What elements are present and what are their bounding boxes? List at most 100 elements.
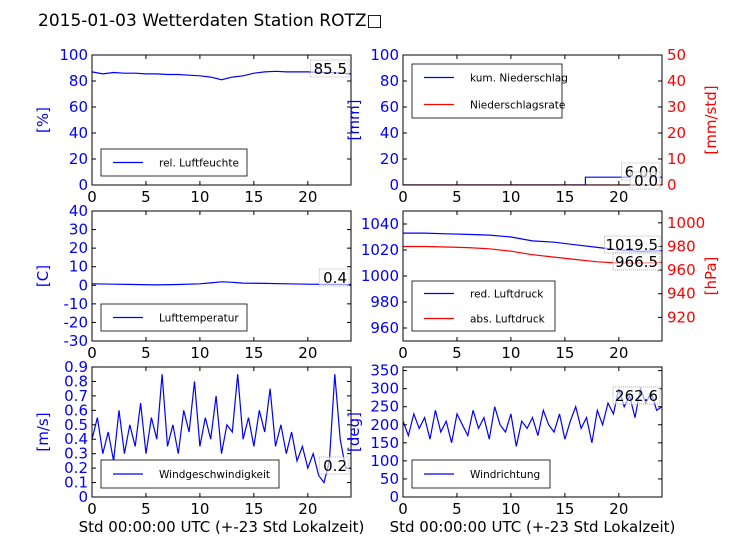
- y-tick-label: 20: [69, 239, 88, 257]
- x-tick-label: 10: [501, 344, 520, 362]
- y-tick-label: 150: [370, 434, 399, 452]
- annotation-box: [612, 386, 661, 405]
- x-tick-label: 0: [87, 500, 97, 518]
- x-tick-label: 15: [555, 188, 574, 206]
- y-tick-label: 0: [389, 488, 399, 506]
- x-tick-label: 15: [555, 344, 574, 362]
- legend-frame: [411, 63, 563, 119]
- x-tick-label: 15: [244, 500, 263, 518]
- y-tick-label: 0.9: [64, 358, 88, 376]
- panel-humidity: 0 5 10 15 20 0 20 40 60 80 100 [%] rel. Luftfeuchte 8…: [34, 46, 352, 206]
- y-right-tick-label: 30: [667, 98, 686, 116]
- y-right-tick-label: 960: [667, 261, 696, 279]
- y-tick-label: 100: [370, 452, 399, 470]
- series-line-windspeed-0: [92, 374, 351, 484]
- x-tick-label: 20: [609, 188, 628, 206]
- legend-humidity: rel. Luftfeuchte: [100, 148, 248, 177]
- annotation-winddirection-0: 262.6: [612, 386, 661, 405]
- annotation-humidity-0: 85.5: [310, 59, 350, 78]
- y-axis-label: [mm]: [345, 100, 363, 141]
- x-tick-label: 0: [398, 188, 408, 206]
- y-right-axis-label: [mm/std]: [702, 85, 720, 154]
- plot-frame: [91, 210, 352, 342]
- annotation-value: 85.5: [314, 60, 347, 78]
- y-axis-label: [deg]: [345, 412, 363, 452]
- y-tick-label: 0.8: [64, 372, 88, 390]
- y-tick-label: 60: [69, 98, 88, 116]
- y-tick-label: 980: [370, 293, 399, 311]
- x-tick-label: 20: [609, 344, 628, 362]
- legend-winddirection: Windrichtung: [411, 459, 551, 489]
- y-tick-label: 0.2: [64, 459, 88, 477]
- series-line-humidity-0: [92, 70, 351, 81]
- annotation-box: [318, 268, 350, 287]
- annotation-pressure-0: 1019.5: [604, 235, 661, 254]
- annotation-value: 0.4: [323, 269, 347, 287]
- x-axis-label: Std 00:00:00 UTC (+-23 Std Lokalzeit): [390, 518, 676, 536]
- y-tick-label: 100: [59, 46, 88, 64]
- annotation-value: 0.2: [323, 457, 347, 475]
- annotation-box: [629, 171, 661, 190]
- x-tick-label: 20: [609, 500, 628, 518]
- annotation-box: [318, 456, 350, 475]
- legend-label: abs. Luftdruck: [470, 314, 546, 326]
- legend-pressure: red. Luftdruck abs. Luftdruck: [411, 280, 556, 332]
- y-tick-label: 1000: [361, 267, 399, 285]
- annotation-value: 1019.5: [606, 236, 659, 254]
- legend-label: red. Luftdruck: [470, 289, 544, 301]
- y-tick-label: 1040: [361, 215, 399, 233]
- y-axis-label: [%]: [34, 107, 52, 133]
- y-tick-label: 0: [78, 176, 88, 194]
- y-tick-label: -20: [64, 313, 89, 331]
- y-tick-label: 960: [370, 319, 399, 337]
- plot-frame: [402, 366, 663, 498]
- y-tick-label: 60: [380, 98, 399, 116]
- panel-windspeed: 0 5 10 15 2000.10.20.30.40.50.60.70.80.9[m/s…: [34, 358, 364, 536]
- y-right-tick-label: 10: [667, 150, 686, 168]
- y-tick-label: -10: [64, 295, 89, 313]
- x-tick-label: 10: [190, 344, 209, 362]
- legend-label: Windrichtung: [470, 469, 540, 481]
- y-right-tick-label: 50: [667, 46, 686, 64]
- x-tick-label: 5: [141, 500, 151, 518]
- legend-windspeed: Windgeschwindigkeit: [100, 459, 280, 489]
- legend-label: rel. Luftfeuchte: [159, 158, 239, 170]
- x-tick-label: 20: [298, 500, 317, 518]
- y-tick-label: 1020: [361, 241, 399, 259]
- legend-temperature: Lufttemperatur: [100, 303, 248, 332]
- x-tick-label: 20: [298, 344, 317, 362]
- y-right-axis-label: [hPa]: [702, 257, 720, 296]
- y-tick-label: 250: [370, 398, 399, 416]
- y-right-tick-label: 980: [667, 237, 696, 255]
- x-tick-label: 15: [244, 344, 263, 362]
- y-tick-label: 0.3: [64, 445, 88, 463]
- y-tick-label: 0: [78, 276, 88, 294]
- y-tick-label: 200: [370, 416, 399, 434]
- y-right-tick-label: 940: [667, 285, 696, 303]
- legend-precipitation: kum. Niederschlag Niederschlagsrate: [411, 63, 568, 119]
- y-tick-label: 100: [370, 46, 399, 64]
- y-tick-label: 0.7: [64, 387, 88, 405]
- annotation-temperature-0: 0.4: [318, 268, 350, 287]
- panel-pressure: 0 5 10 15 20 960 980 1000 1020 1040 920 940 960 980 10…: [361, 210, 720, 362]
- y-tick-label: 30: [69, 221, 88, 239]
- x-tick-label: 10: [501, 188, 520, 206]
- x-tick-label: 5: [141, 188, 151, 206]
- x-tick-label: 5: [452, 344, 462, 362]
- annotation-windspeed-0: 0.2: [318, 456, 350, 475]
- legend-label: Lufttemperatur: [159, 313, 239, 325]
- x-tick-label: 10: [501, 500, 520, 518]
- x-tick-label: 0: [398, 344, 408, 362]
- y-tick-label: 0.1: [64, 474, 88, 492]
- y-tick-label: -30: [64, 332, 89, 350]
- y-tick-label: 0: [78, 488, 88, 506]
- y-tick-label: 0.4: [64, 430, 88, 448]
- y-axis-label: [m/s]: [34, 412, 52, 451]
- y-tick-label: 80: [380, 72, 399, 90]
- y-tick-label: 40: [380, 124, 399, 142]
- y-tick-label: 0.6: [64, 401, 88, 419]
- legend-label: kum. Niederschlag: [470, 73, 568, 85]
- y-right-tick-label: 20: [667, 124, 686, 142]
